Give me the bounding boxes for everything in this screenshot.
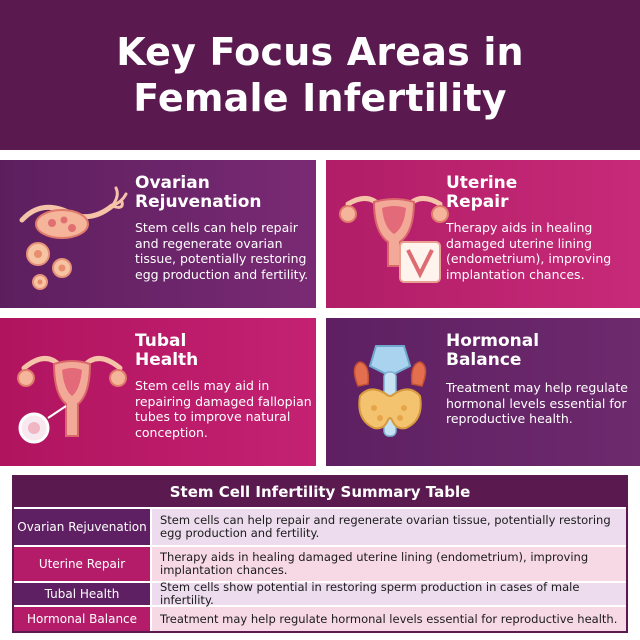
table-row: Tubal Health Stem cells show potential i… [14, 581, 626, 607]
row-text: Therapy aids in healing damaged uterine … [152, 547, 626, 581]
uterus-icon [339, 196, 449, 283]
card-tubal-health: Tubal Health Stem cells may aid in repair… [0, 318, 316, 466]
table-row: Uterine Repair Therapy aids in healing d… [14, 547, 626, 581]
row-label: Hormonal Balance [14, 607, 150, 631]
table-row: Hormonal Balance Treatment may help regu… [14, 607, 626, 631]
page-title-line-1: Key Focus Areas in [116, 30, 524, 74]
card-title: Tubal Health [135, 331, 199, 370]
card-title: Uterine Repair [446, 173, 518, 212]
card-description: Therapy aids in healing damaged uterine … [446, 220, 612, 282]
card-uterine-repair: Uterine Repair Therapy aids in healing da… [326, 160, 640, 308]
page-header: Key Focus Areas in Female Infertility [0, 0, 640, 150]
row-text: Treatment may help regulate hormonal lev… [152, 607, 626, 631]
card-description: Stem cells may aid in repairing damaged … [135, 378, 312, 440]
table-row: Ovarian Rejuvenation Stem cells can help… [14, 509, 626, 545]
card-description: Treatment may help regulate hormonal lev… [446, 380, 628, 426]
row-text: Stem cells show potential in restoring s… [152, 581, 626, 607]
ovary-icon [19, 186, 128, 290]
card-hormonal-balance: Hormonal Balance Treatment may help regul… [326, 318, 640, 466]
row-label: Uterine Repair [14, 547, 150, 581]
row-text: Stem cells can help repair and regenerat… [152, 509, 626, 545]
summary-table: Stem Cell Infertility Summary Table Ovar… [12, 475, 628, 633]
endocrine-glands-icon [353, 345, 427, 437]
page-title-line-2: Female Infertility [133, 76, 507, 120]
card-ovarian-rejuvenation: Ovarian Rejuvenation Stem cells can help … [0, 160, 316, 308]
fallopian-tube-icon [17, 356, 127, 444]
row-label: Ovarian Rejuvenation [14, 509, 150, 545]
card-description: Stem cells can help repair and regenerat… [135, 220, 309, 282]
card-title: Ovarian Rejuvenation [135, 173, 262, 212]
card-title: Hormonal Balance [446, 331, 540, 370]
table-title: Stem Cell Infertility Summary Table [14, 477, 626, 507]
row-label: Tubal Health [14, 583, 150, 605]
